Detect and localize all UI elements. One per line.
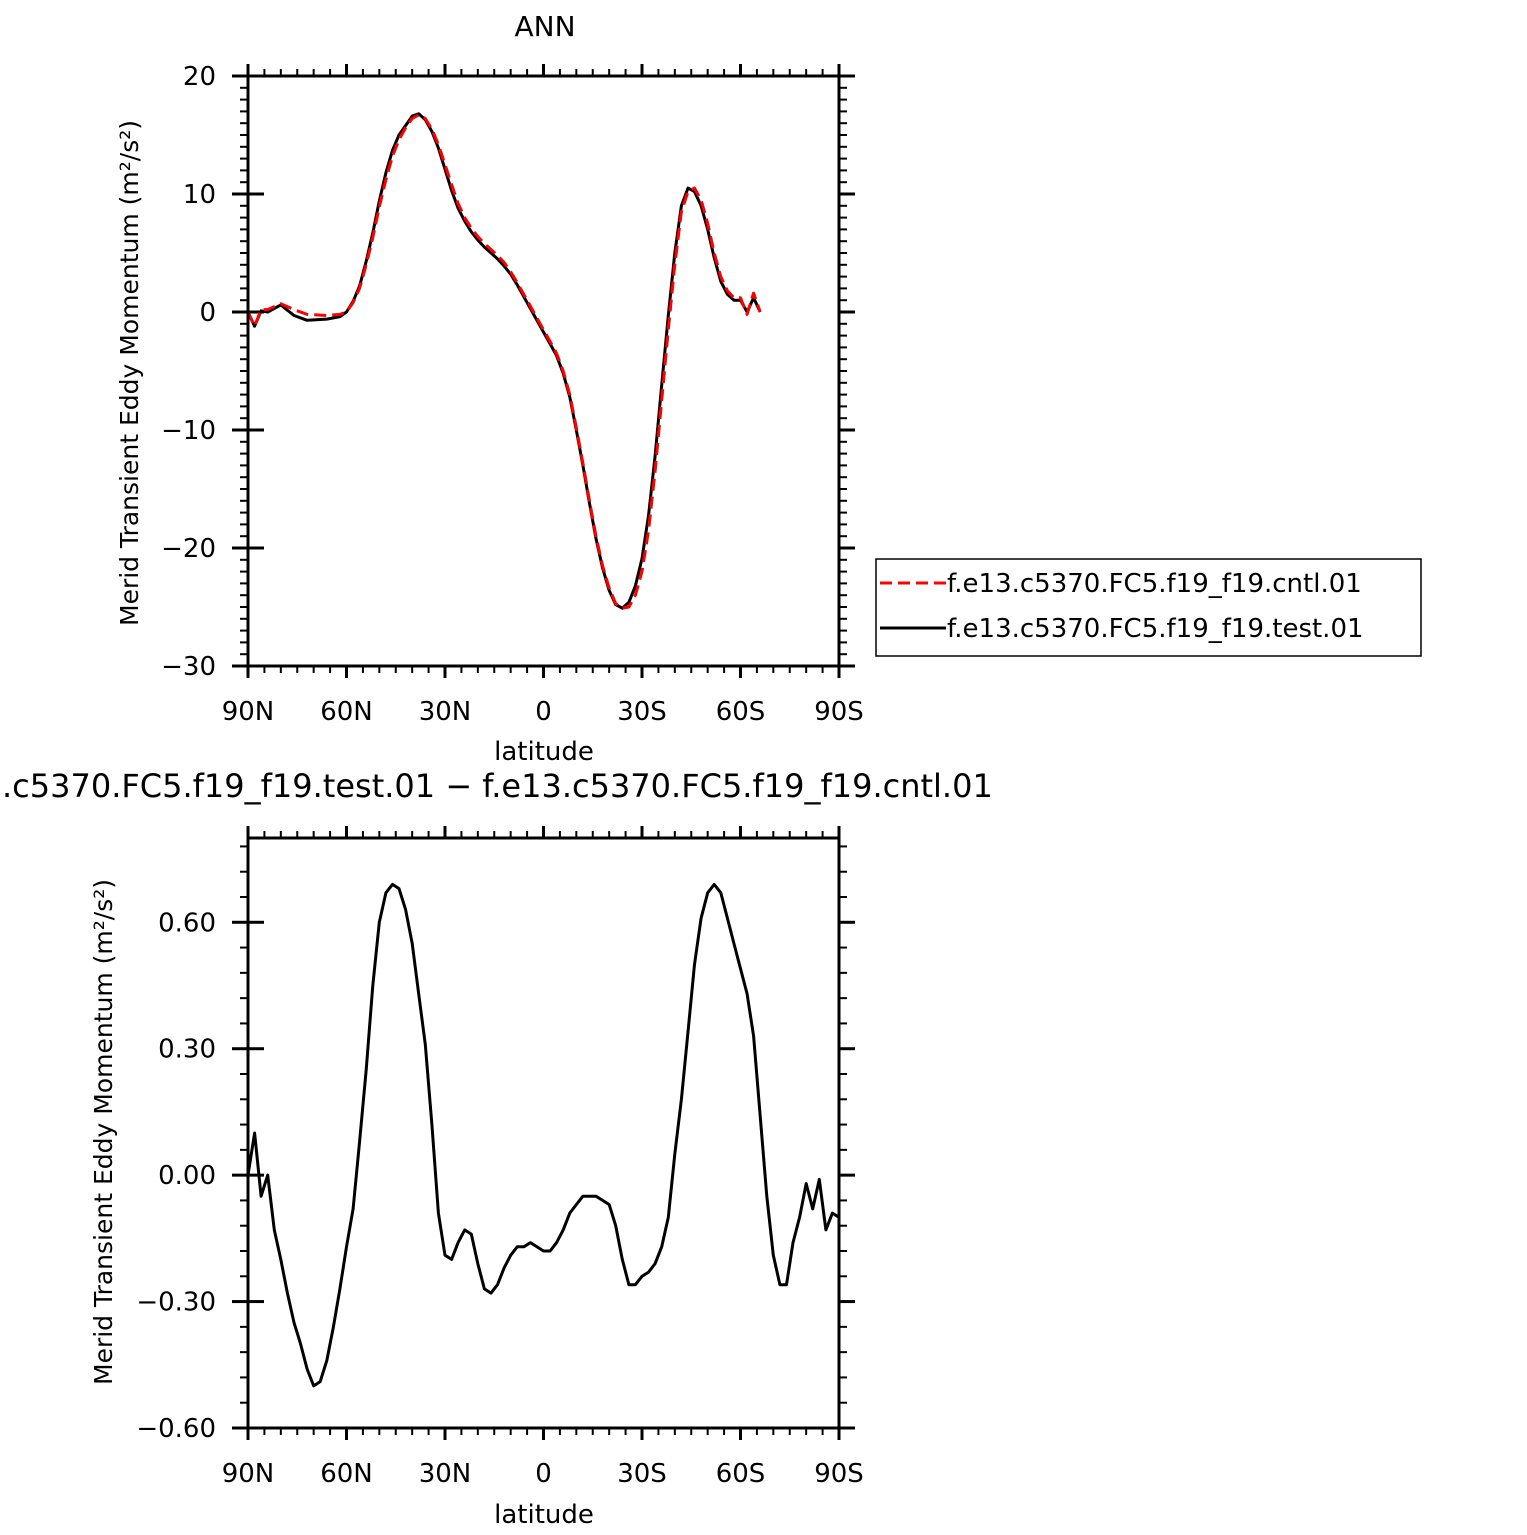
x-tick-label: 30S (617, 1459, 667, 1489)
x-tick-label: 60S (716, 1459, 766, 1489)
y-tick-label: −10 (161, 416, 216, 446)
x-tick-label: 30N (419, 1459, 472, 1489)
top-axis-ticks (232, 64, 855, 678)
top-panel: ANN Merid Transient Eddy Momentum (m²/s²… (115, 10, 1422, 767)
series-line-cntl (246, 113, 762, 610)
top-y-axis-label: Merid Transient Eddy Momentum (m²/s²) (115, 120, 144, 626)
legend-box (875, 558, 1422, 657)
y-tick-label: −0.60 (136, 1414, 216, 1444)
y-tick-label: 0 (199, 298, 216, 328)
x-tick-label: 0 (535, 1459, 552, 1489)
x-tick-label: 60N (320, 697, 373, 727)
legend: f.e13.c5370.FC5.f19_f19.cntl.01 f.e13.c5… (875, 558, 1422, 657)
difference-series-line (246, 882, 841, 1388)
y-tick-label: 0.30 (158, 1035, 216, 1065)
x-tick-label: 30N (419, 697, 472, 727)
y-tick-label: −30 (161, 652, 216, 682)
x-tick-label: 30S (617, 697, 667, 727)
legend-label-test: f.e13.c5370.FC5.f19_f19.test.01 (947, 614, 1364, 644)
x-tick-label: 90N (222, 697, 275, 727)
bottom-tick-labels: 90N 60N 30N 0 30S 60S 90S −0.60 −0.30 0.00 0.30 0.6… (136, 908, 863, 1489)
legend-label-cntl: f.e13.c5370.FC5.f19_f19.cntl.01 (947, 569, 1362, 599)
x-tick-label: 90S (814, 1459, 864, 1489)
top-series-lines (246, 112, 762, 610)
bottom-series-lines (246, 882, 841, 1388)
bottom-y-axis-label: Merid Transient Eddy Momentum (m²/s²) (89, 879, 118, 1385)
bottom-plot-frame (246, 836, 841, 1430)
top-x-axis-label: latitude (494, 737, 594, 767)
top-plot-frame (246, 74, 841, 668)
series-line-test (246, 112, 762, 610)
y-tick-label: 0.60 (158, 908, 216, 938)
x-tick-label: 60S (716, 697, 766, 727)
top-chart-title: ANN (514, 10, 575, 43)
y-tick-label: −20 (161, 534, 216, 564)
bottom-chart-title: .c5370.FC5.f19_f19.test.01 − f.e13.c5370… (2, 767, 993, 805)
x-tick-label: 60N (320, 1459, 373, 1489)
y-tick-label: −0.30 (136, 1288, 216, 1318)
y-tick-label: 20 (183, 62, 216, 92)
top-tick-labels: 90N 60N 30N 0 30S 60S 90S −30 −20 −10 0 10 20 (161, 62, 864, 727)
bottom-x-axis-label: latitude (494, 1500, 594, 1530)
y-tick-label: 10 (183, 180, 216, 210)
x-tick-label: 0 (535, 697, 552, 727)
x-tick-label: 90N (222, 1459, 275, 1489)
y-tick-label: 0.00 (158, 1161, 216, 1191)
x-tick-label: 90S (814, 697, 864, 727)
bottom-panel: .c5370.FC5.f19_f19.test.01 − f.e13.c5370… (2, 767, 993, 1530)
